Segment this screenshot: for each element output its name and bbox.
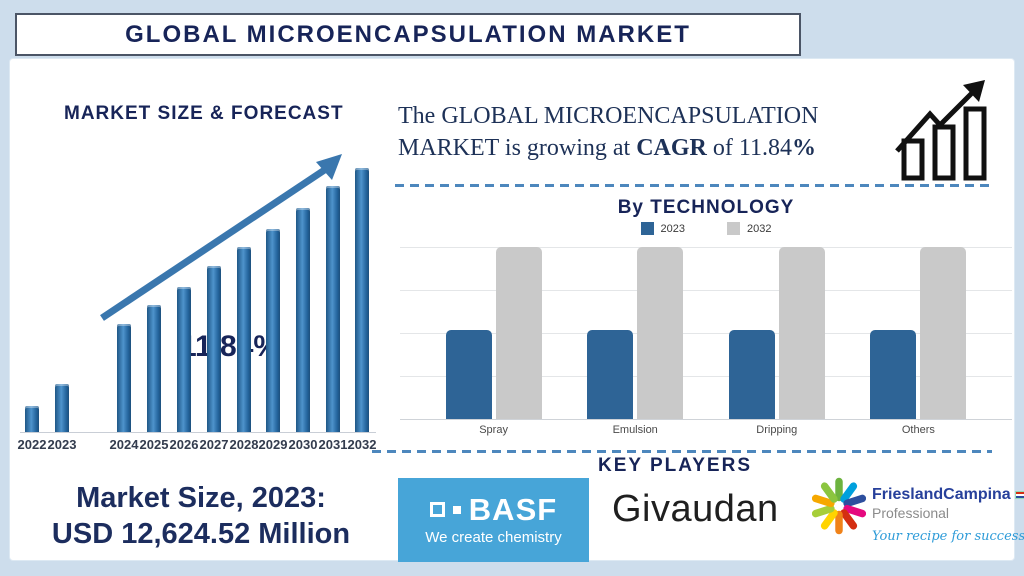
forecast-bar-2023 (55, 384, 69, 432)
forecast-bar-2027 (207, 266, 221, 432)
basf-square-fill-icon (452, 505, 461, 514)
basf-logo: BASF We create chemistry (398, 478, 589, 562)
forecast-bar-2025 (147, 305, 161, 432)
basf-wordmark: BASF (468, 492, 558, 527)
forecast-bar-2024 (117, 324, 131, 432)
basf-square-outline-icon (429, 502, 445, 517)
forecast-year-label: 2023 (47, 437, 77, 452)
market-size-callout: Market Size, 2023: USD 12,624.52 Million (10, 480, 392, 553)
frieslandcampina-star-icon (812, 477, 866, 535)
technology-section-title: By TECHNOLOGY (617, 197, 795, 218)
tech-category-label: Emulsion (612, 424, 658, 436)
trend-arrow-icon (100, 154, 342, 321)
tech-group-others (870, 247, 967, 419)
frieslandcampina-wordmark: FrieslandCampina (872, 486, 1011, 503)
tech-bar-2032-emulsion (637, 247, 684, 419)
legend-item-2032: 2032 (727, 222, 771, 235)
forecast-year-label: 2029 (258, 437, 288, 452)
forecast-bar-2026 (177, 287, 191, 432)
forecast-bar-2032 (355, 168, 369, 432)
tech-bar-2023-spray (445, 330, 492, 419)
flag-icon (1014, 491, 1024, 499)
page-title: GLOBAL MICROENCAPSULATION MARKET (125, 20, 691, 48)
tech-group-emulsion (587, 247, 684, 419)
legend-swatch (727, 222, 740, 235)
frieslandcampina-tagline: Your recipe for success (872, 529, 1024, 544)
tech-category-label: Dripping (756, 424, 798, 436)
tech-group-spray (445, 247, 542, 419)
technology-legend: 2023 2032 (400, 222, 1012, 235)
forecast-bar-2029 (266, 229, 280, 432)
forecast-year-label: 2030 (288, 437, 318, 452)
basf-logo-row: BASF (429, 492, 558, 527)
legend-swatch (640, 222, 654, 235)
forecast-bar-2022 (25, 406, 39, 432)
givaudan-logo: Givaudan (612, 488, 779, 530)
technology-section-title-wrap: By TECHNOLOGY (400, 197, 1012, 219)
tech-bar-2032-others (920, 247, 967, 419)
forecast-axis-baseline (20, 432, 376, 433)
tech-bar-2032-spray (495, 247, 542, 419)
frieslandcampina-text: FrieslandCampina Professional Your recip… (872, 486, 1024, 544)
tech-bar-2023-others (870, 330, 917, 419)
forecast-year-label: 2025 (139, 437, 169, 452)
forecast-year-label: 2022 (17, 437, 47, 452)
technology-chart-labels: Spray Emulsion Dripping Others (400, 424, 1012, 436)
forecast-bar-2028 (237, 247, 251, 432)
tech-category-label: Spray (479, 424, 508, 436)
tech-bar-2032-dripping (778, 247, 825, 419)
market-forecast-chart: 11.84% 2022 2023 2024 2025 2026 2027 2028 2029 2… (18, 150, 382, 452)
frieslandcampina-name-row: FrieslandCampina (872, 486, 1024, 504)
frieslandcampina-logo: FrieslandCampina Professional Your recip… (812, 468, 1024, 544)
key-players-title-wrap: KEY PLAYERS (560, 455, 790, 477)
forecast-year-label: 2026 (169, 437, 199, 452)
tech-group-dripping (728, 247, 825, 419)
technology-chart-plot (400, 240, 1012, 420)
dashed-divider-top (395, 184, 991, 187)
tech-category-label: Others (901, 424, 935, 436)
forecast-year-label: 2027 (199, 437, 229, 452)
frieslandcampina-professional: Professional (872, 505, 950, 521)
legend-item-2023: 2023 (640, 222, 685, 235)
cagr-statement: The GLOBAL MICROENCAPSULATION MARKET is … (398, 100, 868, 165)
cagr-percent-sign: % (792, 135, 816, 162)
cagr-word: CAGR (636, 135, 707, 162)
page-title-box: GLOBAL MICROENCAPSULATION MARKET (15, 13, 801, 56)
key-players-title: KEY PLAYERS (598, 455, 752, 476)
legend-label: 2032 (747, 222, 772, 235)
forecast-section-title: MARKET SIZE & FORECAST (64, 103, 344, 124)
market-size-value: USD 12,624.52 Million (51, 518, 351, 551)
forecast-bar-2031 (326, 186, 340, 432)
cagr-statement-prefix: The GLOBAL MICROENCAPSULATION MARKET is … (398, 103, 819, 162)
tech-bar-2023-emulsion (587, 330, 634, 419)
forecast-year-label: 2032 (347, 437, 377, 452)
cagr-statement-middle: of 11.84 (706, 135, 792, 162)
forecast-bar-2030 (296, 208, 310, 432)
forecast-year-label: 2028 (229, 437, 259, 452)
tech-bar-2023-dripping (728, 330, 775, 419)
basf-tagline: We create chemistry (425, 529, 562, 546)
legend-label: 2023 (660, 222, 685, 235)
cagr-annotation: 11.84% (180, 330, 281, 363)
forecast-year-label: 2024 (109, 437, 139, 452)
growth-bar-chart-icon (895, 80, 987, 181)
market-size-label: Market Size, 2023: (76, 482, 326, 514)
dashed-divider-bottom (372, 450, 992, 453)
forecast-year-label: 2031 (318, 437, 348, 452)
